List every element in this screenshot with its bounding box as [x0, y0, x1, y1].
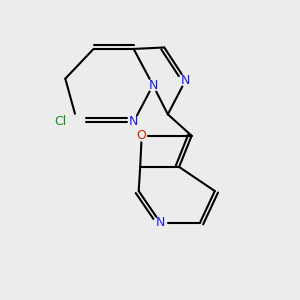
Text: N: N: [156, 216, 165, 229]
Text: N: N: [129, 115, 138, 128]
Text: N: N: [181, 74, 190, 87]
Text: Cl: Cl: [55, 115, 67, 128]
Text: N: N: [148, 79, 158, 92]
Text: O: O: [137, 129, 147, 142]
